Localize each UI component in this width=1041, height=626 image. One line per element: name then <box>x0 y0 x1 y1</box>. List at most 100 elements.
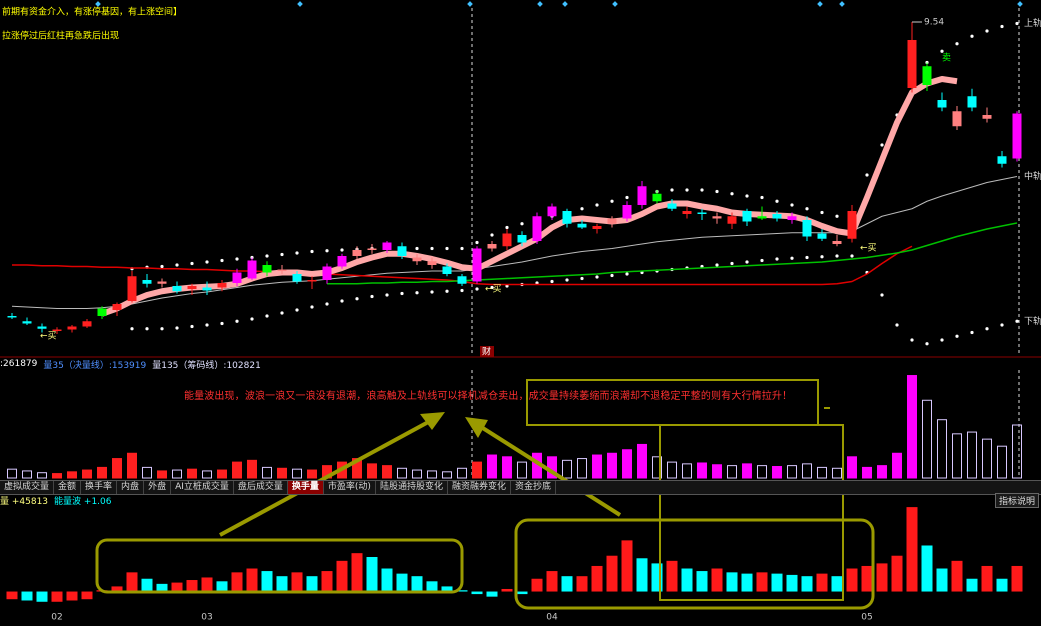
help-button[interactable]: 指标说明 <box>994 493 1039 508</box>
candle-body <box>712 216 722 219</box>
volume-bar <box>742 463 752 479</box>
volume-bar <box>172 469 182 479</box>
tab[interactable]: 内盘 <box>117 481 145 494</box>
energy-bar <box>111 586 123 592</box>
tab[interactable]: 市盈率(动) <box>324 481 376 494</box>
band-dot <box>685 188 689 192</box>
band-dot <box>430 246 434 251</box>
band-dot <box>865 173 869 177</box>
energy-bar <box>786 574 798 592</box>
band-dot <box>1015 319 1019 323</box>
candle-body <box>352 250 362 256</box>
energy-bar <box>726 572 738 592</box>
energy-bar <box>831 576 843 592</box>
band-dot <box>850 254 854 258</box>
band-dot <box>610 273 614 278</box>
tab[interactable]: 资金抄底 <box>511 481 556 494</box>
volume-bar <box>427 470 437 479</box>
candle-body <box>37 326 47 329</box>
indicator-header: 量 +45813 能量波 +1.06 <box>0 494 118 507</box>
band-dot <box>160 327 164 331</box>
energy-bar <box>981 565 993 592</box>
candle-body <box>1012 113 1022 159</box>
period-marker <box>817 1 823 7</box>
tab[interactable]: 金额 <box>54 481 82 494</box>
arrow <box>476 423 622 517</box>
band-dot <box>940 338 944 342</box>
tab[interactable]: 融资融券变化 <box>448 481 511 494</box>
band-dot <box>775 257 779 261</box>
band-dot <box>265 254 269 258</box>
volume-bar <box>622 449 632 479</box>
highlights <box>95 412 875 610</box>
tab[interactable]: 虚拟成交量 <box>0 481 55 494</box>
volume-bar <box>607 452 617 479</box>
band-dot <box>595 203 599 207</box>
volume-bar <box>7 468 17 479</box>
volume-bar <box>37 472 47 479</box>
volume-bar <box>397 467 407 479</box>
band-dot <box>415 246 419 251</box>
tab[interactable]: 陆股通持股变化 <box>376 481 448 494</box>
energy-bar <box>501 588 513 592</box>
volume-header: :261879 量35（决量线）:153919 量135（筹码线）:102821 <box>0 358 267 371</box>
volume-bar <box>217 469 227 479</box>
tab[interactable]: 换手率 <box>81 481 118 494</box>
tab-bar: 虚拟成交量 金额 换手率 内盘 外盘 AI立桩成交量 盘后成交量 换手量 市盈率(动) 陆股通持股… <box>0 480 1041 495</box>
candle-body <box>112 304 122 310</box>
band-dot <box>700 188 704 192</box>
energy-bar <box>1011 565 1023 592</box>
volume-bar <box>772 466 782 479</box>
period-marker <box>612 1 618 7</box>
highlight-box <box>95 538 464 594</box>
band-dot <box>595 275 599 279</box>
candle-body <box>922 66 932 85</box>
candle-body <box>982 115 992 119</box>
volume-bar <box>952 433 962 479</box>
volume-bar <box>1012 424 1022 479</box>
candle-body <box>157 281 167 284</box>
event-mark: 财 <box>482 346 491 358</box>
candle-body <box>127 276 137 301</box>
band-dot <box>955 42 959 46</box>
energy-bar <box>591 565 603 592</box>
band-dot <box>445 246 449 251</box>
band-dot <box>400 291 404 296</box>
volume-bar <box>577 458 587 479</box>
volume-bar <box>472 461 482 479</box>
band-dot <box>820 255 824 259</box>
volume-bar <box>457 467 467 479</box>
energy-bar <box>171 582 183 592</box>
energy-bar <box>321 571 333 592</box>
band-dot <box>970 330 974 335</box>
candle-body <box>907 40 917 88</box>
tab[interactable]: AI立桩成交量 <box>171 481 234 494</box>
indicator-panel: 02 03 04 05 <box>6 507 1023 623</box>
energy-bar <box>846 568 858 592</box>
candle-body <box>382 242 392 250</box>
candle-body <box>817 233 827 239</box>
volume-bar <box>592 454 602 479</box>
volume-bar <box>517 461 527 479</box>
volume-bar <box>187 468 197 479</box>
band-dot <box>835 254 839 258</box>
candle-body <box>697 212 707 214</box>
volume-bar <box>127 452 137 479</box>
energy-bar <box>36 591 48 602</box>
energy-bar <box>6 591 18 600</box>
band-dot <box>250 317 254 321</box>
energy-bar <box>876 563 888 592</box>
period-marker <box>95 1 101 7</box>
band-dot <box>415 291 419 295</box>
volume-bar <box>157 470 167 479</box>
energy-bar <box>306 576 318 592</box>
tab[interactable]: 外盘 <box>144 481 172 494</box>
candle-body <box>7 316 17 318</box>
volume-bar <box>877 465 887 479</box>
tab[interactable]: 盘后成交量 <box>234 481 288 494</box>
band-dot <box>895 323 899 327</box>
tab[interactable]: 换手量 <box>287 481 324 494</box>
band-dot <box>835 214 839 218</box>
buy-mark: ←买 <box>860 243 877 254</box>
candle-body <box>247 260 257 279</box>
